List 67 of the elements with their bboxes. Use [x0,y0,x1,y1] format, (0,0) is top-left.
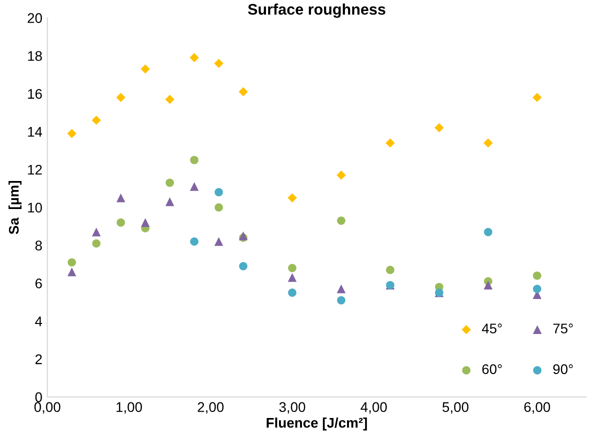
legend-label: 45° [482,324,502,334]
point [288,193,297,203]
y-tick-label: 12 [28,164,42,175]
y-tick-label: 8 [35,240,42,250]
point [484,228,492,236]
point [288,264,296,272]
point [337,296,346,304]
point [214,58,224,68]
point [214,188,223,196]
y-tick-label: 14 [28,127,42,137]
point [116,194,126,202]
x-tick-label: 1,00 [116,402,142,414]
point [239,262,248,270]
point [386,138,395,148]
x-axis-title: Fluence [J/cm²] [266,418,367,430]
x-tick-label: 2,00 [198,402,224,414]
point [67,267,76,276]
y-tick-label: 10 [28,202,42,213]
y-tick-label: 20 [28,13,42,24]
point [116,218,125,227]
legend-label: 90° [553,364,573,374]
point [92,239,100,248]
point [288,273,297,282]
point [92,228,101,236]
point [67,128,76,138]
point [484,280,493,290]
point [92,116,101,125]
point [238,231,248,240]
point [238,87,248,96]
y-tick-label: 16 [28,88,42,99]
point [288,288,296,297]
legend-label: 60° [482,364,502,374]
point [165,197,174,206]
point [532,271,542,280]
y-tick-label: 4 [35,316,42,326]
point [532,284,542,294]
point [532,92,542,102]
x-tick-label: 0,00 [34,402,60,414]
point [190,53,199,62]
point [484,138,493,148]
point [116,92,126,102]
point [386,266,394,274]
point [434,123,444,132]
point [336,170,346,180]
y-tick-label: 6 [35,278,42,288]
y-axis-title: Sa [µm] [8,181,22,234]
point [337,216,346,225]
point [140,64,150,74]
legend-label: 75° [553,324,573,334]
x-tick-label: 4,00 [360,402,387,414]
point [166,178,174,187]
point [165,94,174,104]
y-tick-label: 18 [28,51,42,61]
chart-title: Surface roughness [248,4,386,18]
point [190,156,198,164]
point [190,237,198,246]
point [214,237,224,246]
point [190,182,199,191]
point [336,284,346,294]
point [68,258,76,267]
y-tick-label: 0 [35,392,42,402]
x-tick-label: 3,00 [279,402,306,414]
point [140,218,150,227]
y-tick-label: 2 [35,354,42,364]
x-tick-label: 6,00 [524,402,550,414]
point [214,203,223,212]
x-tick-label: 5,00 [442,402,468,414]
